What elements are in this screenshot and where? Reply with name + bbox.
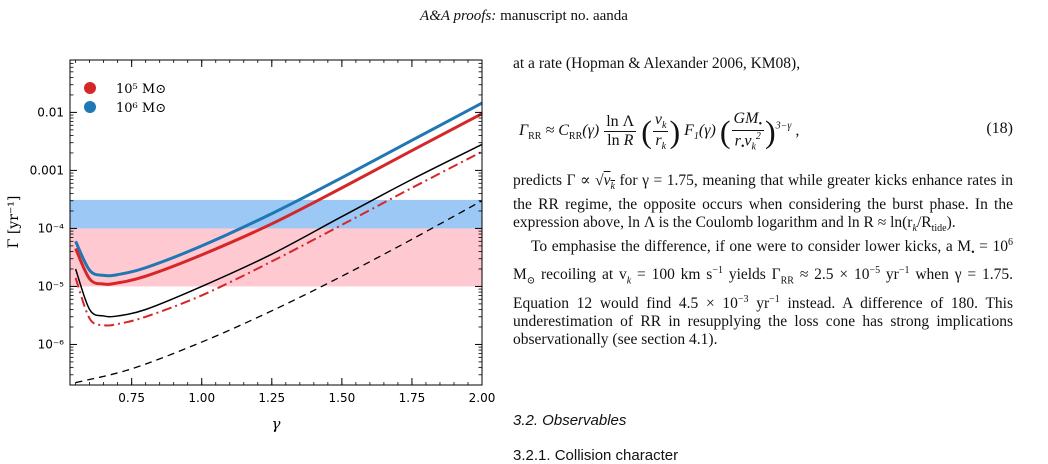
p2-f: yields Γ [722,266,781,284]
legend: 10⁵ M⊙ 10⁶ M⊙ [84,82,166,116]
shaded-band-0 [70,228,482,287]
subsection-heading: 3.2.1. Collision character [513,447,679,464]
p2-h: yr [880,266,899,284]
p2-e: = 100 km s [631,266,713,284]
band-layer [70,199,482,287]
y-tick-label: 10⁻⁴ [38,221,65,235]
intro-text: at a rate (Hopman & Alexander 2006, KM08… [513,55,801,72]
curve-layer [74,101,482,384]
x-tick-label: 0.75 [118,391,145,405]
manuscript-id: manuscript no. aanda [500,8,628,24]
x-tick-label: 1.00 [188,391,215,405]
equation-number: (18) [986,120,1013,137]
y-axis-label: Γ [yr⁻¹] [6,196,22,249]
running-header: A&A proofs: manuscript no. aanda [0,8,1048,25]
x-tick-label: 1.75 [399,391,426,405]
p1-b: v [603,172,611,189]
paragraph-2: To emphasise the difference, if one were… [513,237,1014,348]
y-tick-label: 0.01 [37,105,64,119]
p2-j: yr [748,294,770,312]
legend-label: 10⁵ M⊙ [116,82,166,97]
journal-name: A&A proofs: [420,8,497,24]
p2-k: instead. A difference of 180. This under… [513,294,1014,348]
series-line-2 [74,143,482,318]
p1-c: for γ = 1.75, meaning that while greater… [513,172,1013,232]
series-line-0 [74,101,482,278]
rate-vs-gamma-figure: 0.75 1.00 1.25 1.50 1.75 2.00 10⁻⁶ 10⁻⁵ 10⁻⁴ 0.00… [6,59,496,433]
p1-d: /R [916,214,932,232]
y-tick-label: 0.001 [30,163,64,177]
series-line-4 [75,200,482,384]
right-column: at a rate (Hopman & Alexander 2006, KM08… [513,55,1013,73]
x-tick-label: 1.25 [258,391,285,405]
section-heading: 3.2. Observables [513,412,627,429]
x-tick-label: 2.00 [469,391,496,405]
p2-a: To emphasise the difference, if one were… [531,238,972,256]
legend-marker [84,82,96,94]
legend-marker [84,101,96,113]
p2-b: = 10 [974,238,1008,256]
p2-i: when γ = 1.75. Equation 12 would find 4.… [513,266,1013,312]
p2-d: recoiling at v [535,266,627,284]
legend-label: 10⁶ M⊙ [116,101,166,116]
p2-c: M [513,266,527,284]
plot-frame [69,59,483,386]
p1-a: predicts Γ ∝ √ [513,172,604,189]
series-line-1 [74,112,482,286]
x-tick-label: 1.50 [329,391,356,405]
p1-e: ). [946,214,956,232]
y-tick-label: 10⁻⁶ [38,337,65,351]
shaded-band-1 [70,199,482,229]
y-tick-label: 10⁻⁵ [38,279,65,293]
x-axis-label: γ [272,415,281,433]
series-line-3 [74,150,482,327]
paragraph-1: predicts Γ ∝ √vk for γ = 1.75, meaning t… [513,172,1013,235]
tick-layer: 0.75 1.00 1.25 1.50 1.75 2.00 10⁻⁶ 10⁻⁵ 10⁻⁴ 0.00… [30,59,496,405]
p2-g: ≈ 2.5 × 10 [793,266,870,284]
